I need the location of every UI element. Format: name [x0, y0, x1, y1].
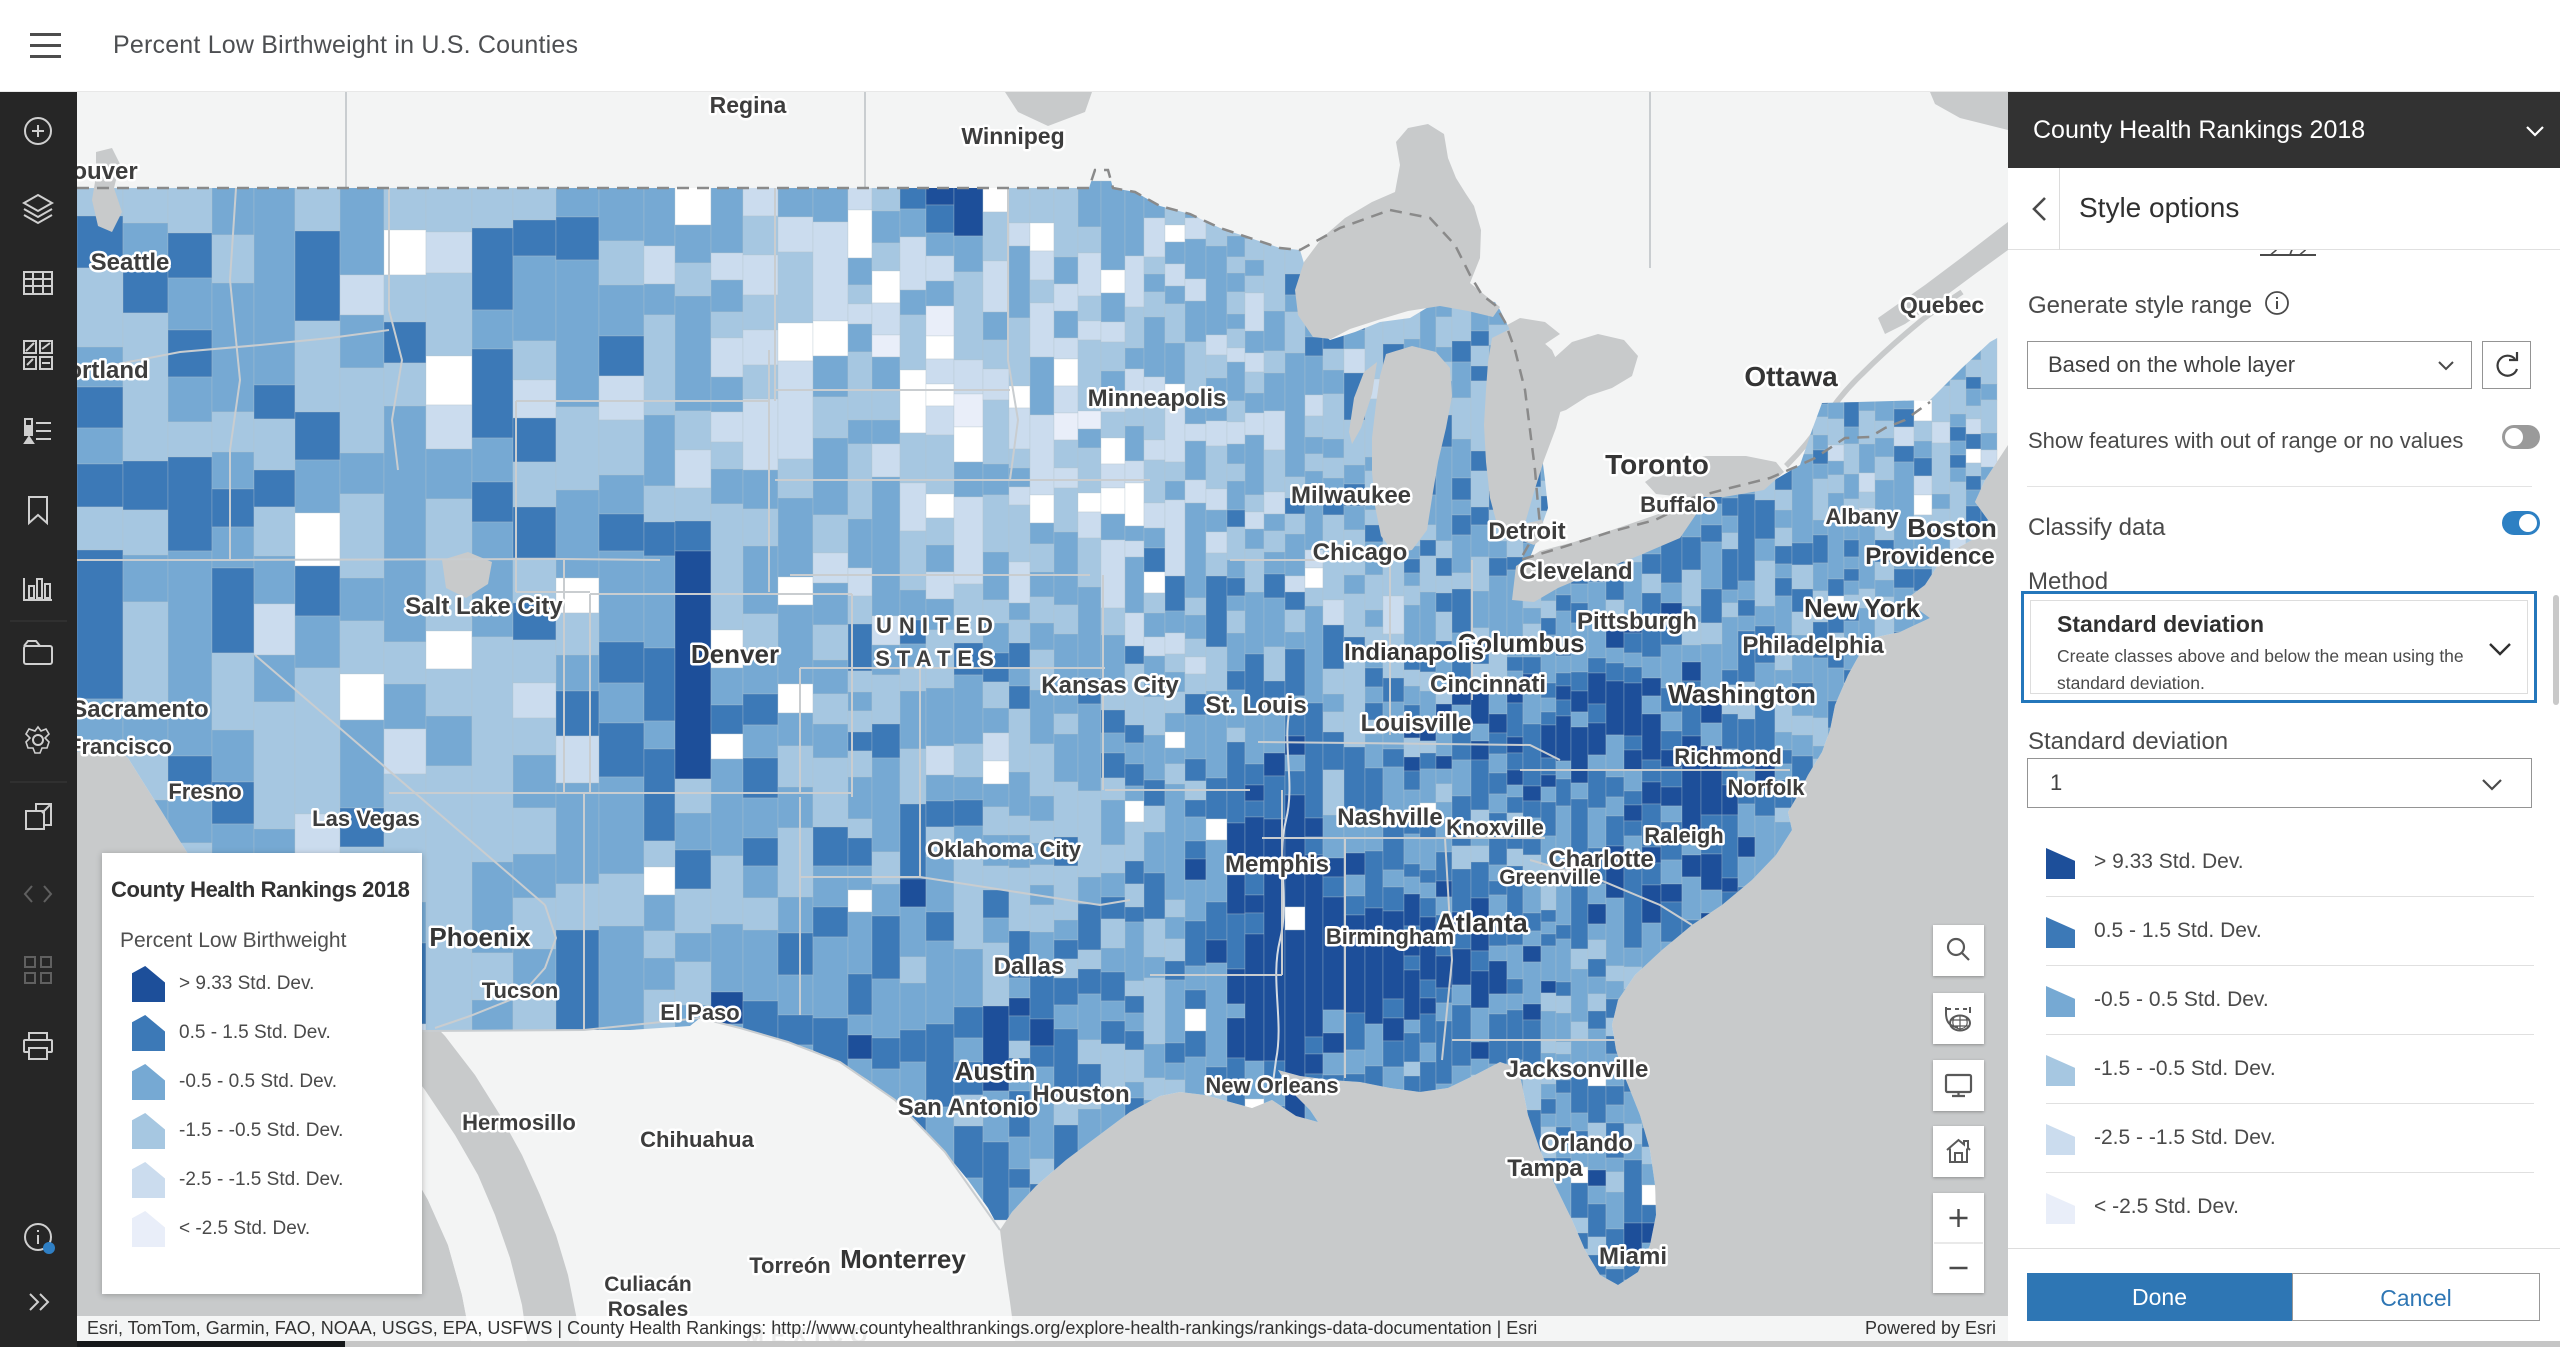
svg-text:Nashville: Nashville [1337, 804, 1442, 831]
svg-text:Torreón: Torreón [749, 1253, 830, 1278]
svg-text:Philadelphia: Philadelphia [1742, 632, 1884, 659]
svg-text:Chihuahua: Chihuahua [640, 1127, 754, 1152]
svg-text:Houston: Houston [1032, 1081, 1129, 1108]
svg-text:Knoxville: Knoxville [1446, 815, 1544, 840]
svg-text:Ottawa: Ottawa [1744, 361, 1838, 392]
svg-text:ouver: ouver [77, 158, 138, 185]
svg-text:Kansas City: Kansas City [1041, 672, 1179, 699]
svg-text:Oklahoma City: Oklahoma City [927, 837, 1082, 862]
svg-text:Cleveland: Cleveland [1519, 558, 1632, 585]
svg-text:Providence: Providence [1865, 543, 1994, 570]
svg-text:Louisville: Louisville [1361, 710, 1472, 737]
svg-text:St. Louis: St. Louis [1205, 692, 1306, 719]
svg-text:Orlando: Orlando [1541, 1130, 1633, 1157]
svg-text:Cincinnati: Cincinnati [1430, 671, 1546, 698]
svg-text:Regina: Regina [710, 92, 787, 118]
svg-text:Hermosillo: Hermosillo [462, 1110, 576, 1135]
svg-text:El Paso: El Paso [660, 1000, 739, 1025]
svg-text:Buffalo: Buffalo [1640, 492, 1716, 517]
svg-text:ortland: ortland [77, 357, 149, 384]
svg-text:Miami: Miami [1599, 1243, 1667, 1270]
svg-text:Milwaukee: Milwaukee [1291, 482, 1411, 509]
svg-text:Memphis: Memphis [1225, 851, 1329, 878]
svg-text:Pittsburgh: Pittsburgh [1577, 608, 1697, 635]
svg-text:Denver: Denver [691, 639, 779, 669]
svg-text:Greenville: Greenville [1499, 866, 1601, 889]
svg-text:Richmond: Richmond [1674, 744, 1782, 769]
svg-text:Tucson: Tucson [482, 978, 559, 1003]
svg-text:Raleigh: Raleigh [1644, 823, 1723, 848]
svg-text:Minneapolis: Minneapolis [1088, 385, 1227, 412]
svg-text:Phoenix: Phoenix [429, 922, 531, 952]
svg-text:Sacramento: Sacramento [77, 696, 209, 723]
svg-text:Atlanta: Atlanta [1436, 908, 1528, 938]
svg-text:Dallas: Dallas [994, 953, 1065, 980]
svg-text:Francisco: Francisco [77, 734, 172, 759]
svg-text:Winnipeg: Winnipeg [961, 123, 1064, 149]
svg-text:Salt Lake City: Salt Lake City [405, 593, 563, 620]
svg-text:Detroit: Detroit [1488, 518, 1565, 545]
svg-text:Norfolk: Norfolk [1728, 775, 1806, 800]
svg-text:Quebec: Quebec [1900, 292, 1985, 318]
svg-text:Culiacán: Culiacán [604, 1273, 692, 1296]
svg-text:STATES: STATES [875, 646, 1001, 671]
svg-text:New York: New York [1804, 593, 1921, 623]
svg-text:Albany: Albany [1825, 504, 1899, 529]
svg-text:New Orleans: New Orleans [1205, 1073, 1338, 1098]
svg-text:Charlotte: Charlotte [1548, 846, 1653, 873]
svg-text:Austin: Austin [955, 1056, 1036, 1086]
svg-text:Jacksonville: Jacksonville [1506, 1056, 1649, 1083]
svg-text:San Antonio: San Antonio [898, 1094, 1038, 1121]
svg-text:Tampa: Tampa [1507, 1155, 1583, 1182]
svg-text:Birmingham: Birmingham [1326, 924, 1454, 949]
svg-text:UNITED: UNITED [876, 613, 1000, 638]
svg-text:Columbus: Columbus [1457, 628, 1584, 658]
svg-text:Indianapolis: Indianapolis [1344, 639, 1484, 666]
svg-text:Seattle: Seattle [91, 249, 170, 276]
svg-text:Washington: Washington [1668, 679, 1816, 709]
svg-text:Monterrey: Monterrey [840, 1244, 966, 1274]
svg-text:Toronto: Toronto [1605, 449, 1709, 480]
svg-text:Las Vegas: Las Vegas [312, 806, 420, 831]
svg-text:Chicago: Chicago [1313, 539, 1408, 566]
svg-text:Boston: Boston [1907, 513, 1997, 543]
svg-text:Fresno: Fresno [168, 779, 241, 804]
